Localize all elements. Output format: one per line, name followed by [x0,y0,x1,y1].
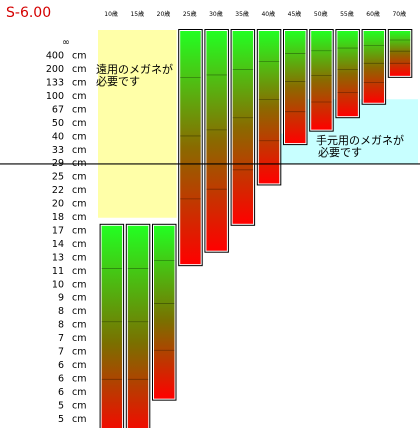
far-vision-zone [98,30,177,218]
x-tick-label: 55歳 [340,10,354,18]
note-far-line: 遠用のメガネが [96,62,173,76]
y-tick-label: 7 [58,333,64,344]
bar [154,225,175,399]
bar [337,31,358,117]
bar [258,31,280,184]
bars-layer [99,29,413,428]
x-tick-label: 10歳 [104,10,118,18]
x-tick-label: 15歳 [130,10,144,18]
y-tick-label: 5 [58,414,64,425]
y-tick-label: ∞ [62,37,70,48]
y-tick-unit: cm [72,104,86,115]
x-tick-label: 20歳 [157,10,171,18]
y-tick-label: 10 [52,279,64,290]
chart-title: S-6.00 [6,5,51,21]
zones-layer [98,30,418,218]
y-tick-unit: cm [72,64,86,75]
y-tick-unit: cm [72,306,86,317]
bar [389,31,411,76]
bar [311,31,332,130]
y-tick-label: 67 [52,104,64,115]
y-tick-label: 400 [46,51,64,62]
x-axis: 10歳 15歳 20歳 25歳 30歳 35歳 40歳 45歳 50歳 55歳 60歳 70歳 [104,10,406,18]
y-tick-label: 6 [58,373,64,384]
y-tick-label: 14 [52,239,64,250]
y-tick-label: 6 [58,387,64,398]
y-tick-unit: cm [72,239,86,250]
y-tick-label: 33 [52,145,64,156]
y-tick-label: 20 [52,199,64,210]
y-tick-unit: cm [72,279,86,290]
y-tick-unit: cm [72,252,86,263]
bar [180,31,201,265]
y-tick-unit: cm [72,333,86,344]
x-tick-label: 45歳 [288,10,302,18]
y-tick-unit: cm [72,387,86,398]
y-tick-unit: cm [72,172,86,183]
y-tick-unit: cm [72,360,86,371]
x-tick-label: 50歳 [314,10,328,18]
y-tick-unit: cm [72,78,86,89]
y-tick-unit: cm [72,185,86,196]
y-tick-label: 8 [58,320,64,331]
y-tick-unit: cm [72,225,86,236]
bar [232,31,254,224]
y-tick-label: 7 [58,347,64,358]
y-tick-label: 8 [58,306,64,317]
y-tick-label: 9 [58,293,64,304]
y-tick-unit: cm [72,347,86,358]
note-near-line: 必要です [318,146,362,159]
bar [206,31,227,251]
y-tick-label: 13 [52,252,64,263]
y-tick-unit: cm [72,373,86,384]
x-tick-label: 30歳 [209,10,223,18]
y-tick-unit: cm [72,131,86,142]
y-tick-unit: cm [72,145,86,156]
y-tick-label: 50 [52,118,64,129]
y-tick-unit: cm [72,414,86,425]
y-tick-label: 22 [52,185,64,196]
y-tick-unit: cm [72,320,86,331]
y-tick-label: 100 [46,91,64,102]
y-tick-label: 5 [58,400,64,411]
y-tick-label: 18 [52,212,64,223]
bar [363,31,385,103]
y-tick-unit: cm [72,199,86,210]
y-tick-unit: cm [72,212,86,223]
x-tick-label: 40歳 [261,10,275,18]
y-tick-unit: cm [72,51,86,62]
x-tick-label: 35歳 [235,10,249,18]
note-near-line: 手元用のメガネが [316,133,404,147]
bar [127,225,149,428]
bar [101,225,123,428]
x-tick-label: 70歳 [392,10,406,18]
y-tick-unit: cm [72,118,86,129]
y-tick-unit: cm [72,293,86,304]
x-tick-label: 60歳 [366,10,380,18]
y-tick-unit: cm [72,91,86,102]
y-tick-label: 40 [52,131,64,142]
y-tick-label: 25 [52,172,64,183]
y-tick-label: 11 [52,266,64,277]
y-tick-unit: cm [72,266,86,277]
y-tick-label: 6 [58,360,64,371]
note-far-line: 必要です [96,75,140,88]
x-tick-label: 25歳 [183,10,197,18]
y-tick-label: 133 [46,78,64,89]
bar [285,31,306,144]
y-tick-unit: cm [72,400,86,411]
y-tick-label: 200 [46,64,64,75]
y-tick-label: 17 [52,225,64,236]
